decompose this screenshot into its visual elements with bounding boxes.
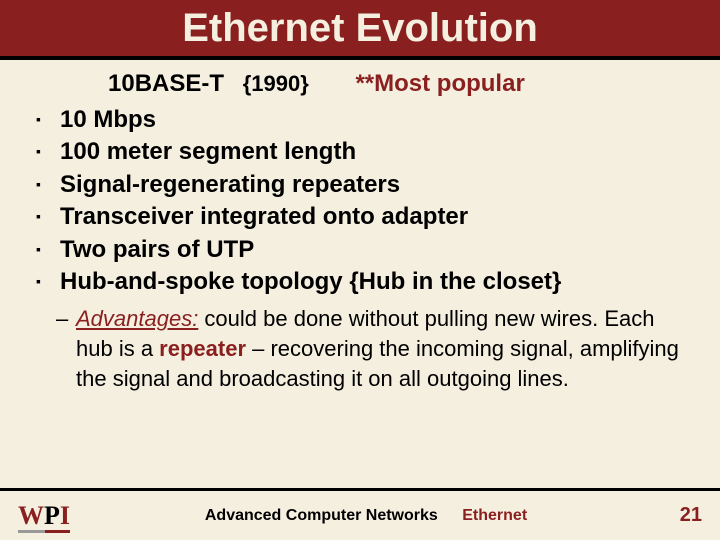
subtitle-standard: 10BASE-T (108, 70, 224, 97)
footer-course: Advanced Computer Networks (205, 507, 438, 524)
list-item: Signal-regenerating repeaters (34, 169, 692, 201)
logo-underline (18, 530, 70, 533)
footer-page-number: 21 (662, 504, 702, 527)
slide-content: 10BASE-T {1990} **Most popular 10 Mbps 1… (0, 60, 720, 393)
list-item: Transceiver integrated onto adapter (34, 201, 692, 233)
advantages-item: Advantages: could be done without pullin… (28, 298, 692, 393)
footer-center: Advanced Computer Networks Ethernet (70, 507, 662, 525)
wpi-logo: WPI (18, 501, 70, 531)
list-item: 10 Mbps (34, 104, 692, 136)
advantages-highlight: repeater (159, 336, 246, 361)
logo-letter-p: P (44, 501, 60, 531)
logo-letter-w: W (18, 501, 44, 531)
subtitle-popular: **Most popular (355, 70, 524, 97)
footer-topic: Ethernet (462, 507, 527, 524)
slide-title: Ethernet Evolution (182, 6, 538, 51)
bullet-list: 10 Mbps 100 meter segment length Signal-… (28, 104, 692, 298)
subtitle-year: {1990} (243, 71, 309, 96)
subtitle-row: 10BASE-T {1990} **Most popular (28, 70, 692, 98)
advantages-label: Advantages: (76, 306, 198, 331)
list-item: 100 meter segment length (34, 136, 692, 168)
title-bar: Ethernet Evolution (0, 0, 720, 60)
list-item: Two pairs of UTP (34, 234, 692, 266)
slide-footer: WPI Advanced Computer Networks Ethernet … (0, 488, 720, 540)
logo-letter-i: I (60, 501, 70, 531)
list-item: Hub-and-spoke topology {Hub in the close… (34, 266, 692, 298)
